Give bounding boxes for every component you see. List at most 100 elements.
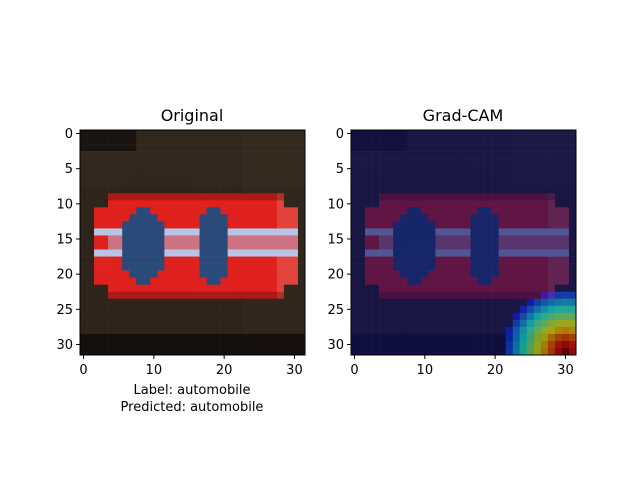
image-pixel bbox=[115, 214, 123, 222]
image-pixel bbox=[400, 186, 408, 194]
image-pixel bbox=[171, 172, 179, 180]
image-pixel bbox=[192, 298, 200, 307]
image-pixel bbox=[547, 200, 556, 208]
image-pixel bbox=[234, 179, 243, 187]
image-pixel bbox=[276, 242, 285, 250]
image-pixel bbox=[477, 186, 485, 194]
image-pixel bbox=[290, 200, 299, 208]
image-pixel bbox=[213, 221, 221, 229]
image-pixel bbox=[456, 270, 464, 278]
image-pixel bbox=[484, 242, 492, 250]
image-pixel bbox=[470, 242, 478, 250]
image-pixel bbox=[283, 249, 292, 257]
image-pixel bbox=[164, 165, 172, 173]
image-pixel bbox=[386, 263, 394, 271]
image-pixel bbox=[484, 214, 492, 222]
image-pixel bbox=[290, 340, 299, 349]
image-pixel bbox=[498, 235, 506, 243]
image-pixel bbox=[554, 200, 563, 208]
image-pixel bbox=[533, 165, 542, 173]
image-pixel bbox=[393, 277, 401, 285]
image-pixel bbox=[283, 179, 292, 187]
image-pixel bbox=[498, 249, 506, 257]
image-pixel bbox=[554, 277, 563, 285]
image-pixel bbox=[407, 277, 415, 285]
image-pixel bbox=[241, 298, 250, 307]
image-pixel bbox=[276, 172, 285, 180]
image-pixel bbox=[150, 235, 158, 243]
image-pixel bbox=[185, 305, 193, 314]
image-pixel bbox=[101, 270, 109, 278]
image-pixel bbox=[477, 214, 485, 222]
image-pixel bbox=[351, 172, 359, 180]
image-pixel bbox=[561, 277, 570, 285]
image-pixel bbox=[248, 228, 257, 236]
image-pixel bbox=[115, 298, 123, 307]
image-pixel bbox=[519, 144, 528, 152]
image-pixel bbox=[554, 340, 563, 349]
gradcam-axes-frame bbox=[350, 129, 577, 356]
image-pixel bbox=[463, 193, 471, 201]
image-pixel bbox=[206, 298, 214, 307]
image-pixel bbox=[297, 130, 306, 138]
image-pixel bbox=[568, 144, 577, 152]
image-pixel bbox=[262, 165, 271, 173]
image-pixel bbox=[498, 270, 506, 278]
image-pixel bbox=[129, 214, 137, 222]
image-pixel bbox=[290, 347, 299, 356]
image-pixel bbox=[428, 263, 436, 271]
image-pixel bbox=[393, 256, 401, 264]
image-pixel bbox=[248, 277, 257, 285]
image-pixel bbox=[255, 200, 264, 208]
image-pixel bbox=[171, 291, 179, 300]
image-pixel bbox=[262, 340, 271, 349]
image-pixel bbox=[227, 326, 235, 335]
image-pixel bbox=[547, 165, 556, 173]
image-pixel bbox=[241, 277, 250, 285]
image-pixel bbox=[372, 179, 380, 187]
image-pixel bbox=[421, 263, 429, 271]
image-pixel bbox=[94, 221, 102, 229]
image-pixel bbox=[297, 270, 306, 278]
image-pixel bbox=[498, 298, 506, 307]
image-pixel bbox=[129, 256, 137, 264]
image-pixel bbox=[115, 277, 123, 285]
image-pixel bbox=[122, 179, 130, 187]
image-pixel bbox=[547, 291, 556, 300]
image-pixel bbox=[498, 158, 506, 166]
image-pixel bbox=[463, 333, 471, 342]
image-pixel bbox=[505, 312, 514, 321]
image-pixel bbox=[87, 249, 95, 257]
image-pixel bbox=[365, 165, 373, 173]
image-pixel bbox=[491, 165, 499, 173]
image-pixel bbox=[561, 298, 570, 307]
image-pixel bbox=[358, 130, 366, 138]
image-pixel bbox=[262, 137, 271, 145]
image-pixel bbox=[561, 291, 570, 300]
image-pixel bbox=[213, 305, 221, 314]
image-pixel bbox=[498, 179, 506, 187]
image-pixel bbox=[421, 151, 429, 159]
image-pixel bbox=[449, 298, 457, 307]
image-pixel bbox=[262, 130, 271, 138]
image-pixel bbox=[150, 137, 158, 145]
image-pixel bbox=[297, 144, 306, 152]
image-pixel bbox=[87, 305, 95, 314]
image-pixel bbox=[234, 165, 243, 173]
y-tick-label: 0 bbox=[336, 127, 344, 142]
image-pixel bbox=[365, 228, 373, 236]
image-pixel bbox=[386, 326, 394, 335]
image-pixel bbox=[526, 228, 535, 236]
image-pixel bbox=[547, 312, 556, 321]
image-pixel bbox=[498, 200, 506, 208]
image-pixel bbox=[491, 333, 499, 342]
image-pixel bbox=[512, 263, 521, 271]
image-pixel bbox=[220, 172, 228, 180]
image-pixel bbox=[561, 151, 570, 159]
image-pixel bbox=[171, 151, 179, 159]
image-pixel bbox=[393, 305, 401, 314]
image-pixel bbox=[491, 235, 499, 243]
image-pixel bbox=[421, 186, 429, 194]
image-pixel bbox=[115, 242, 123, 250]
